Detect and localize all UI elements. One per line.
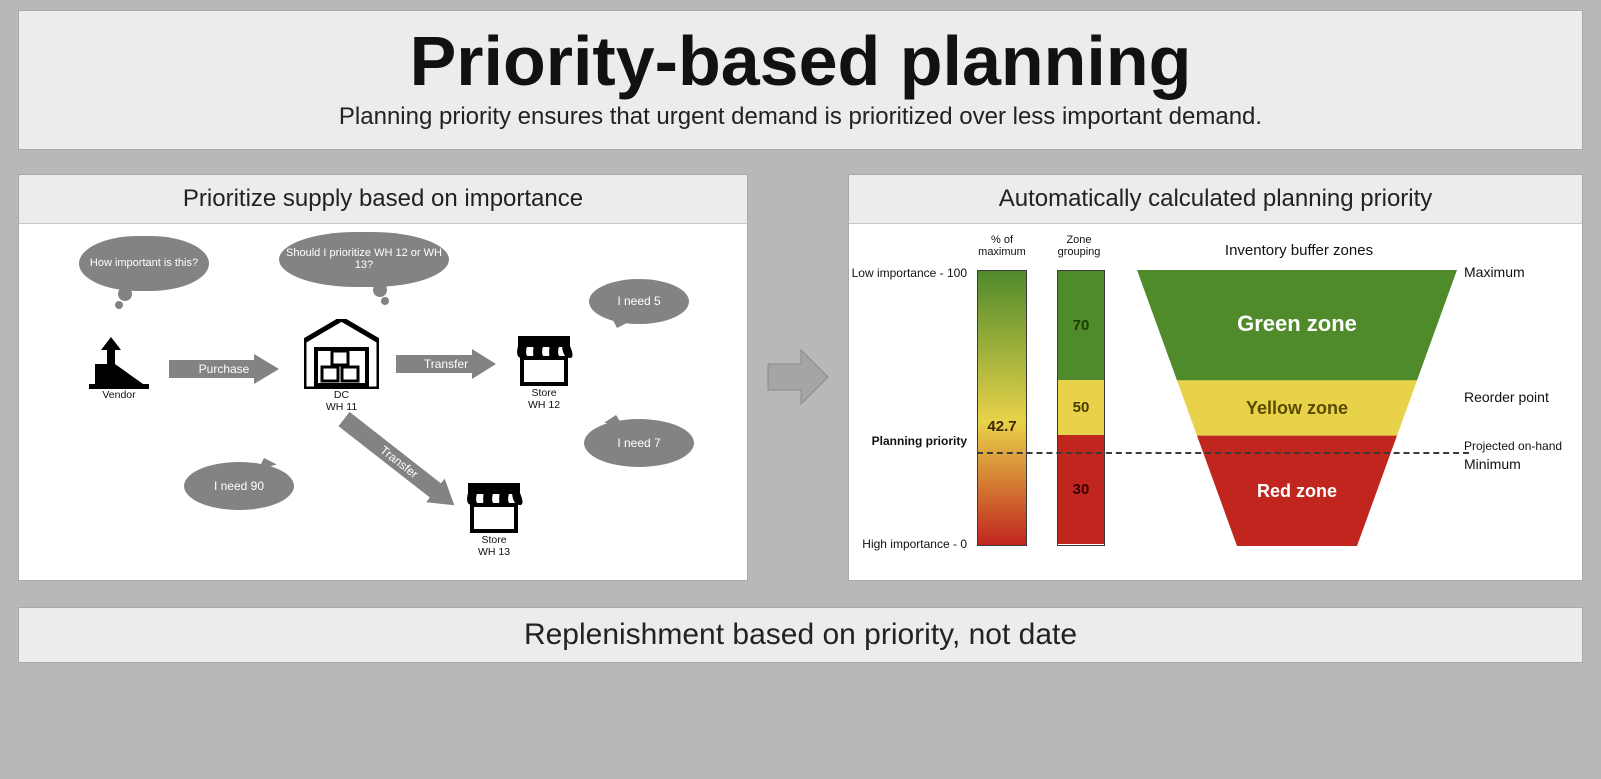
connector-arrow-column xyxy=(748,174,848,581)
funnel-title: Inventory buffer zones xyxy=(1159,242,1439,259)
speech-store13: I need 7 xyxy=(584,419,694,467)
axis-bottom-label: High importance - 0 xyxy=(849,537,967,551)
projected-dash-line xyxy=(977,452,1469,454)
zone-bar: 705030 xyxy=(1057,270,1105,546)
vendor-icon: Vendor xyxy=(89,334,149,401)
header-box: Priority-based planning Planning priorit… xyxy=(18,10,1583,150)
col1-header: % of maximum xyxy=(967,234,1037,258)
store12-label-2: WH 12 xyxy=(528,399,560,411)
svg-text:Yellow zone: Yellow zone xyxy=(1246,398,1348,418)
store13-icon: Store WH 13 xyxy=(464,479,524,558)
label-minimum: Minimum xyxy=(1464,456,1521,472)
page-subtitle: Planning priority ensures that urgent de… xyxy=(19,103,1582,131)
infographic-canvas: Priority-based planning Planning priorit… xyxy=(0,0,1601,779)
transfer-arrow-1-label: Transfer xyxy=(424,357,468,371)
transfer-arrow-2: Transfer xyxy=(335,407,464,517)
vendor-label: Vendor xyxy=(89,389,149,401)
footer-box: Replenishment based on priority, not dat… xyxy=(18,607,1583,663)
store13-label-2: WH 13 xyxy=(478,546,510,558)
axis-mid-label: Planning priority xyxy=(849,434,967,448)
store12-icon: Store WH 12 xyxy=(514,332,574,411)
axis-top-label: Low importance - 100 xyxy=(849,266,967,280)
thought-cloud-dc: Should I prioritize WH 12 or WH 13? xyxy=(279,232,449,287)
funnel: Green zone Yellow zone Red zone xyxy=(1137,270,1457,546)
store13-label-1: Store xyxy=(481,534,506,546)
left-panel-title: Prioritize supply based on importance xyxy=(19,175,747,224)
gradient-bar: 42.7 xyxy=(977,270,1027,546)
left-panel: Prioritize supply based on importance Ho… xyxy=(18,174,748,581)
svg-text:Green zone: Green zone xyxy=(1237,311,1357,336)
middle-row: Prioritize supply based on importance Ho… xyxy=(18,174,1583,581)
svg-text:Red zone: Red zone xyxy=(1257,480,1337,500)
label-projected: Projected on-hand xyxy=(1464,439,1562,453)
dc-icon: DC WH 11 xyxy=(304,319,379,413)
right-panel-title: Automatically calculated planning priori… xyxy=(849,175,1582,224)
store12-label-1: Store xyxy=(531,387,556,399)
dc-label-1: DC xyxy=(334,389,349,401)
speech-dc-need: I need 90 xyxy=(184,462,294,510)
transfer-arrow-1: Transfer xyxy=(396,349,496,379)
label-reorder: Reorder point xyxy=(1464,389,1549,405)
right-panel-body: % of maximum Zone grouping Low importanc… xyxy=(849,224,1582,580)
left-panel-body: How important is this? Should I prioriti… xyxy=(19,224,747,580)
right-panel: Automatically calculated planning priori… xyxy=(848,174,1583,581)
speech-store12: I need 5 xyxy=(589,279,689,324)
gradient-value: 42.7 xyxy=(978,418,1026,435)
label-maximum: Maximum xyxy=(1464,264,1525,280)
col2-header: Zone grouping xyxy=(1049,234,1109,258)
thought-cloud-vendor: How important is this? xyxy=(79,236,209,291)
purchase-arrow-label: Purchase xyxy=(199,362,250,376)
zone-segment: 70 xyxy=(1058,271,1104,381)
purchase-arrow: Purchase xyxy=(169,354,279,384)
connector-arrow-icon xyxy=(763,342,833,412)
page-title: Priority-based planning xyxy=(19,25,1582,99)
zone-segment: 50 xyxy=(1058,380,1104,435)
